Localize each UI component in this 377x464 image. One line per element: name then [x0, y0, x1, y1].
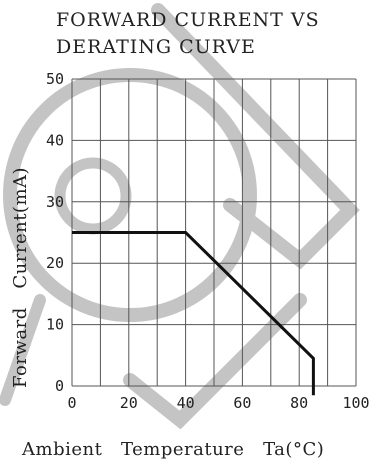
chart-title-line-1: FORWARD CURRENT VS	[56, 9, 320, 31]
y-tick-label: 40	[46, 131, 64, 149]
y-tick-label: 30	[46, 193, 64, 211]
y-tick-label: 10	[46, 316, 64, 334]
x-tick-label: 80	[290, 394, 308, 412]
x-tick-label: 100	[342, 394, 369, 412]
watermark-logo	[0, 3, 360, 430]
x-tick-label: 40	[177, 394, 195, 412]
derating-curve-line	[72, 231, 315, 396]
chart-title-line-2: DERATING CURVE	[56, 36, 256, 58]
plot-area	[72, 231, 315, 396]
y-tick-label: 50	[46, 70, 64, 88]
x-tick-label: 60	[233, 394, 251, 412]
x-axis-label: Ambient Temperature Ta(°C)	[21, 439, 324, 460]
y-axis-label: Forward Current(mA)	[10, 167, 31, 388]
y-tick-label: 20	[46, 254, 64, 272]
y-axis-ticks: 0 10 20 30 40 50	[46, 70, 64, 395]
x-axis-ticks: 0 20 40 60 80 100	[67, 394, 369, 412]
y-tick-label: 0	[55, 377, 64, 395]
x-tick-label: 20	[120, 394, 138, 412]
x-tick-label: 0	[67, 394, 76, 412]
